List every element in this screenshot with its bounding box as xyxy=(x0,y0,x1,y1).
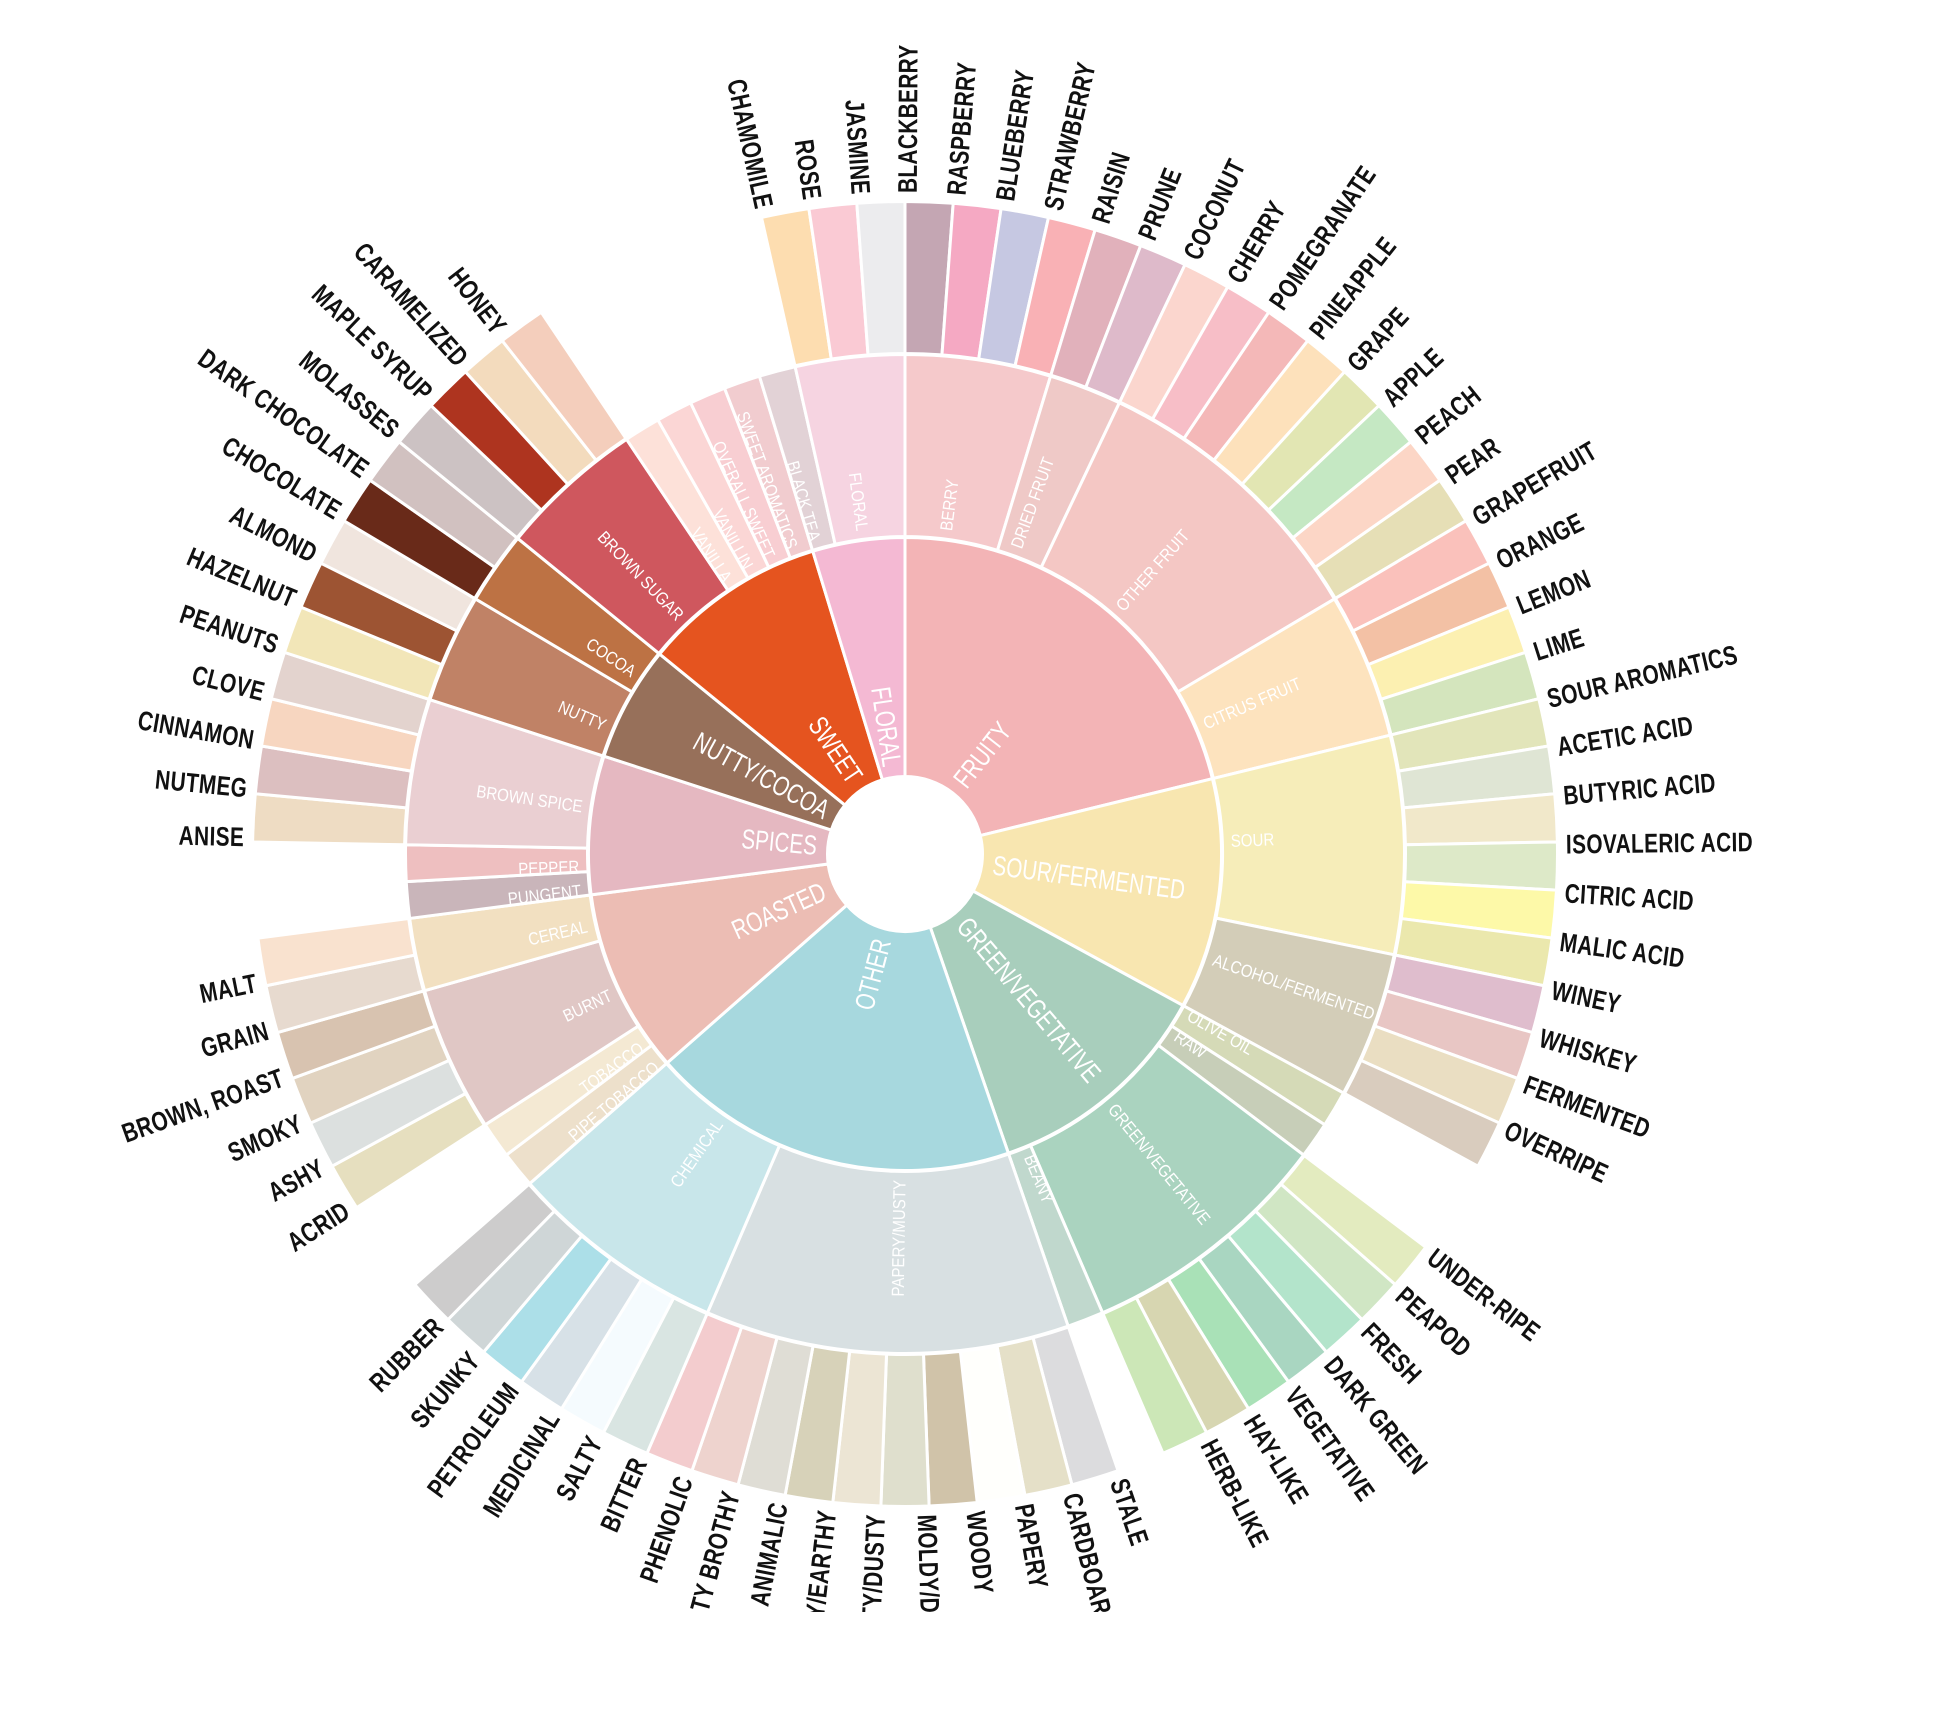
svg-text:SOUR: SOUR xyxy=(1230,829,1274,851)
svg-text:SPICES: SPICES xyxy=(740,823,818,861)
svg-text:ISOVALERIC ACID: ISOVALERIC ACID xyxy=(1566,827,1753,859)
svg-text:MOLDY/DAMP: MOLDY/DAMP xyxy=(912,1514,947,1661)
svg-text:JASMINE: JASMINE xyxy=(839,99,875,196)
svg-text:ANISE: ANISE xyxy=(178,821,244,853)
svg-text:MUSTY/DUSTY: MUSTY/DUSTY xyxy=(855,1514,891,1668)
svg-text:BLACKBERRY: BLACKBERRY xyxy=(893,44,924,193)
svg-text:PAPERY/MUSTY: PAPERY/MUSTY xyxy=(888,1180,910,1297)
svg-text:PEPPER: PEPPER xyxy=(518,857,580,879)
